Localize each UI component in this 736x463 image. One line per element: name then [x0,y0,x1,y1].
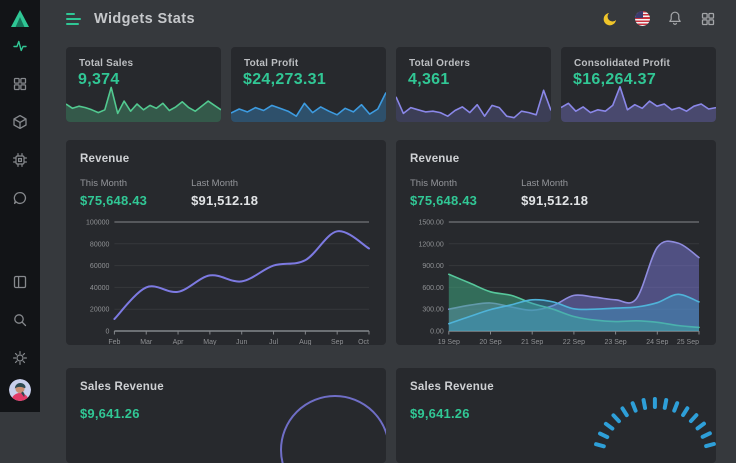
sidebar-bottom-nav [12,274,28,366]
stat-label: Consolidated Profit [574,58,670,69]
stat-label: Total Orders [409,58,470,69]
svg-text:20 Sep: 20 Sep [479,339,501,345]
stat-card-total-orders: Total Orders 4,361 [396,47,551,122]
gear-icon[interactable] [12,350,28,366]
chat-icon[interactable] [12,190,28,206]
svg-text:60000: 60000 [90,263,110,270]
this-month-stat: This Month $75,648.43 [410,178,477,208]
svg-text:Jul: Jul [269,339,278,345]
svg-text:40000: 40000 [90,285,110,292]
svg-text:Mar: Mar [140,339,153,345]
hamburger-icon[interactable] [66,13,81,25]
last-month-value: $91,512.18 [191,193,258,208]
stats-row: Total Sales 9,374 Total Profit $24,273.3… [66,47,716,122]
last-month-label: Last Month [191,178,258,189]
user-avatar[interactable] [9,379,31,401]
svg-text:Oct: Oct [358,339,369,345]
sales-revenue-value: $9,641.26 [410,406,702,421]
sidebar [0,0,40,412]
svg-text:20000: 20000 [90,307,110,314]
svg-text:19 Sep: 19 Sep [438,339,460,345]
last-month-stat: Last Month $91,512.18 [191,178,258,208]
revenue-day-area-chart: 0.00 300.00 600.00 900.00 1200.00 1500.00 19 S… [410,214,702,345]
bell-icon[interactable] [667,11,683,27]
activity-icon[interactable] [12,38,28,54]
sidebar-nav [12,38,28,206]
page-title: Widgets Stats [94,11,195,27]
stat-label: Total Sales [79,58,133,69]
card-title: Revenue [410,153,702,165]
grid-icon[interactable] [700,11,716,27]
last-month-stat: Last Month $91,512.18 [521,178,588,208]
main-content: Total Sales 9,374 Total Profit $24,273.3… [40,37,736,463]
svg-text:0.00: 0.00 [430,329,444,336]
app-logo-triangle-icon[interactable] [10,9,30,28]
revenue-month-line-chart: 0 20000 40000 60000 80000 100000 Feb Mar Apr May J… [80,214,372,345]
svg-text:22 Sep: 22 Sep [563,339,585,345]
total-profit-sparkline-chart [231,84,386,122]
flag-canton [635,11,643,18]
sales-revenue-card-left: Sales Revenue $9,641.26 [66,368,386,463]
revenue-stats: This Month $75,648.43 Last Month $91,512… [80,178,372,208]
svg-text:300.00: 300.00 [422,307,444,314]
this-month-value: $75,648.43 [410,193,477,208]
svg-text:25 Sep: 25 Sep [677,339,699,345]
svg-text:80000: 80000 [90,241,110,248]
this-month-label: This Month [80,178,147,189]
svg-text:Feb: Feb [108,339,120,345]
top-header: Widgets Stats [40,0,736,37]
card-title: Revenue [80,153,372,165]
search-icon[interactable] [12,312,28,328]
svg-text:900.00: 900.00 [422,263,444,270]
header-actions [602,11,716,27]
stat-card-total-sales: Total Sales 9,374 [66,47,221,122]
svg-text:Aug: Aug [299,339,312,345]
svg-text:24 Sep: 24 Sep [646,339,668,345]
chip-icon[interactable] [12,152,28,168]
revenue-line-card: Revenue This Month $75,648.43 Last Month… [66,140,386,345]
svg-text:Jun: Jun [236,339,247,345]
svg-text:May: May [203,339,217,345]
svg-text:1500.00: 1500.00 [418,220,443,227]
avatar-image [9,379,31,401]
this-month-value: $75,648.43 [80,193,147,208]
revenue-area-card: Revenue This Month $75,648.43 Last Month… [396,140,716,345]
svg-text:Apr: Apr [173,339,185,345]
revenue-row: Revenue This Month $75,648.43 Last Month… [66,140,716,345]
svg-text:21 Sep: 21 Sep [521,339,543,345]
consolidated-profit-sparkline-chart [561,84,716,122]
last-month-label: Last Month [521,178,588,189]
card-title: Sales Revenue [410,381,702,393]
sales-revenue-row: Sales Revenue $9,641.26 Sales Revenue $9… [66,368,716,463]
sales-revenue-card-right: Sales Revenue $9,641.26 [396,368,716,463]
last-month-value: $91,512.18 [521,193,588,208]
this-month-stat: This Month $75,648.43 [80,178,147,208]
svg-text:23 Sep: 23 Sep [605,339,627,345]
moon-icon[interactable] [602,11,618,27]
svg-text:100000: 100000 [86,220,109,227]
svg-text:Sep: Sep [331,339,344,345]
card-title: Sales Revenue [80,381,372,393]
us-flag-icon[interactable] [635,11,650,26]
grid-icon[interactable] [12,76,28,92]
svg-text:1200.00: 1200.00 [418,241,443,248]
stat-label: Total Profit [244,58,298,69]
stat-card-consolidated-profit: Consolidated Profit $16,264.37 [561,47,716,122]
total-orders-sparkline-chart [396,84,551,122]
revenue-stats: This Month $75,648.43 Last Month $91,512… [410,178,702,208]
total-sales-sparkline-chart [66,84,221,122]
svg-text:600.00: 600.00 [422,285,444,292]
stat-card-total-profit: Total Profit $24,273.31 [231,47,386,122]
this-month-label: This Month [410,178,477,189]
layout-icon[interactable] [12,274,28,290]
svg-text:0: 0 [105,329,109,336]
cube-icon[interactable] [12,114,28,130]
